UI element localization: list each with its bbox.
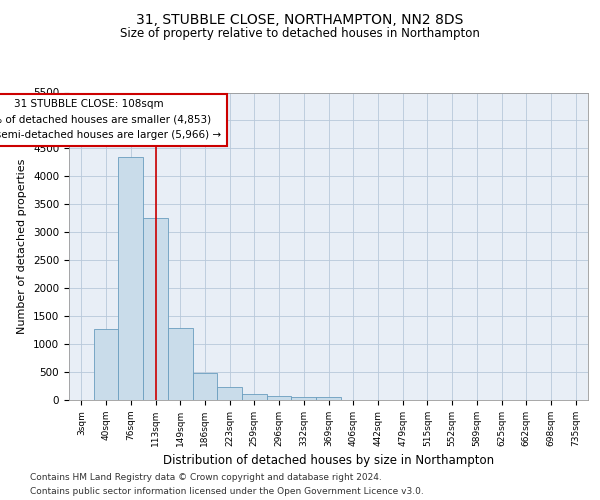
Bar: [143, 218, 168, 400]
Text: Contains HM Land Registry data © Crown copyright and database right 2024.: Contains HM Land Registry data © Crown c…: [30, 472, 382, 482]
Text: Contains public sector information licensed under the Open Government Licence v3: Contains public sector information licen…: [30, 488, 424, 496]
Bar: [316, 397, 341, 400]
Bar: [118, 157, 143, 400]
Bar: [168, 328, 193, 400]
Bar: [193, 373, 217, 400]
Bar: [242, 394, 267, 400]
Bar: [94, 329, 118, 400]
Y-axis label: Number of detached properties: Number of detached properties: [17, 158, 28, 334]
Text: 31 STUBBLE CLOSE: 108sqm
← 44% of detached houses are smaller (4,853)
55% of sem: 31 STUBBLE CLOSE: 108sqm ← 44% of detach…: [0, 99, 221, 140]
Bar: [292, 396, 316, 400]
Text: 31, STUBBLE CLOSE, NORTHAMPTON, NN2 8DS: 31, STUBBLE CLOSE, NORTHAMPTON, NN2 8DS: [136, 12, 464, 26]
Bar: [217, 387, 242, 400]
Text: Size of property relative to detached houses in Northampton: Size of property relative to detached ho…: [120, 28, 480, 40]
Bar: [267, 396, 292, 400]
X-axis label: Distribution of detached houses by size in Northampton: Distribution of detached houses by size …: [163, 454, 494, 468]
